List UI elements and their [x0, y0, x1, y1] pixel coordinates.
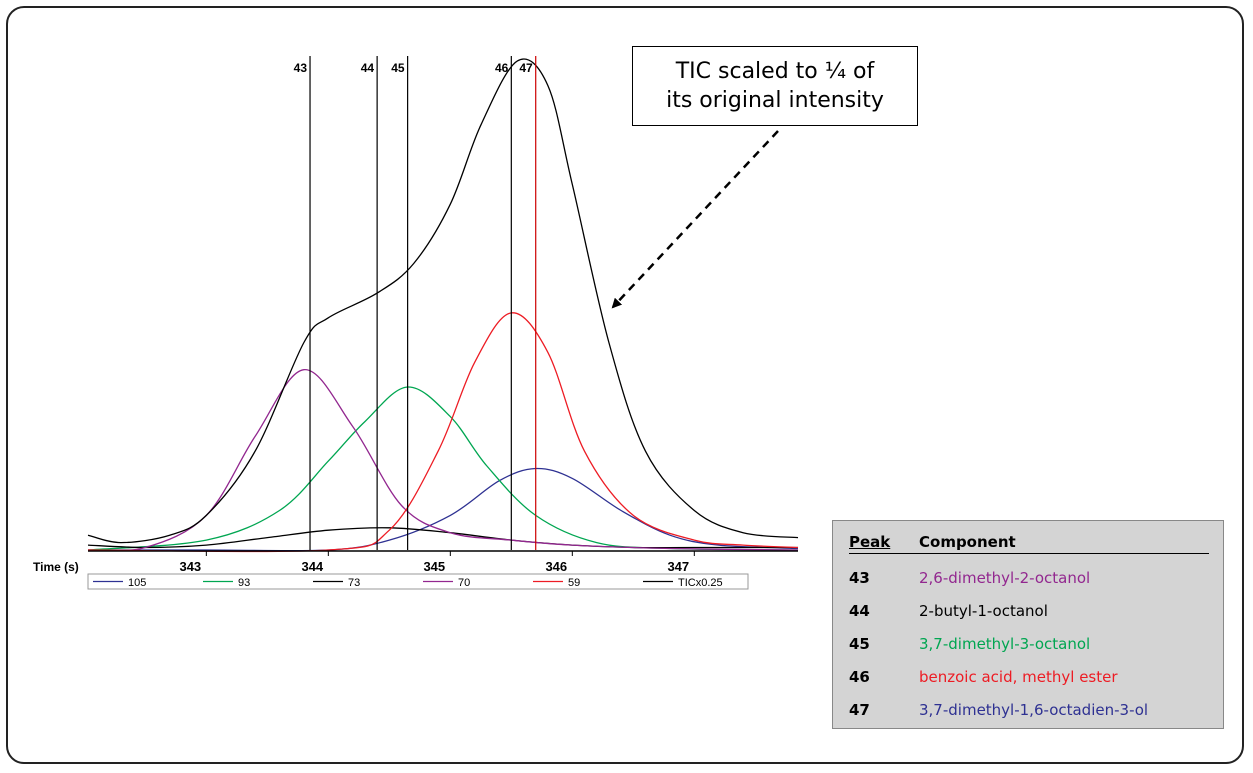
x-tick-label: 344: [301, 559, 323, 574]
peak-marker-label-45: 45: [391, 61, 405, 75]
component-name: 3,7-dimethyl-1,6-octadien-3-ol: [919, 701, 1149, 719]
table-row: 47 3,7-dimethyl-1,6-octadien-3-ol: [849, 701, 1219, 725]
peak-number: 45: [849, 635, 870, 653]
legend: 105 93 73 70 59 TICx0.25: [93, 577, 723, 589]
peak-column-header: Peak: [849, 533, 891, 551]
table-row: 45 3,7-dimethyl-3-octanol: [849, 635, 1219, 659]
table-row: 43 2,6-dimethyl-2-octanol: [849, 569, 1219, 593]
peak-marker-label-44: 44: [361, 61, 375, 75]
legend-label: 70: [458, 577, 470, 589]
x-tick-label: 345: [423, 559, 445, 574]
peak-marker-label-47: 47: [519, 61, 533, 75]
legend-label: 105: [128, 577, 146, 589]
table-header: Peak Component: [849, 533, 1209, 554]
x-tick-layer: 343 344 345 346 347: [179, 551, 695, 574]
tic-callout-box: TIC scaled to ¼ of its original intensit…: [632, 46, 918, 126]
series-line-105: [87, 467, 799, 552]
callout-arrow: [611, 130, 779, 309]
x-tick-label: 347: [667, 559, 689, 574]
x-tick-label: 343: [179, 559, 201, 574]
legend-label: 59: [568, 577, 580, 589]
component-name: 2-butyl-1-octanol: [919, 602, 1048, 620]
peak-marker-layer: 43 44 45 46 47: [294, 56, 537, 550]
component-name: benzoic acid, methyl ester: [919, 668, 1118, 686]
peak-component-table: Peak Component 43 2,6-dimethyl-2-octanol…: [832, 520, 1224, 729]
peak-number: 46: [849, 668, 870, 686]
peak-marker-label-46: 46: [495, 61, 509, 75]
component-column-header: Component: [919, 533, 1016, 551]
table-row: 44 2-butyl-1-octanol: [849, 602, 1219, 626]
component-name: 2,6-dimethyl-2-octanol: [919, 569, 1091, 587]
slide-frame: [6, 6, 1244, 764]
x-axis-label: Time (s): [33, 560, 79, 574]
peak-number: 47: [849, 701, 870, 719]
series-line-ticx0-25: [87, 58, 799, 544]
legend-label: TICx0.25: [678, 577, 723, 589]
x-tick-label: 346: [545, 559, 567, 574]
legend-label: 73: [348, 577, 360, 589]
legend-label: 93: [238, 577, 250, 589]
component-name: 3,7-dimethyl-3-octanol: [919, 635, 1091, 653]
series-line-70: [87, 369, 799, 552]
peak-number: 44: [849, 602, 870, 620]
legend-box: [87, 573, 749, 590]
callout-text: TIC scaled to ¼ of its original intensit…: [666, 59, 884, 113]
series-layer: [87, 58, 799, 553]
peak-number: 43: [849, 569, 870, 587]
table-row: 46 benzoic acid, methyl ester: [849, 668, 1219, 692]
peak-marker-label-43: 43: [294, 61, 308, 75]
series-line-59: [87, 312, 799, 553]
